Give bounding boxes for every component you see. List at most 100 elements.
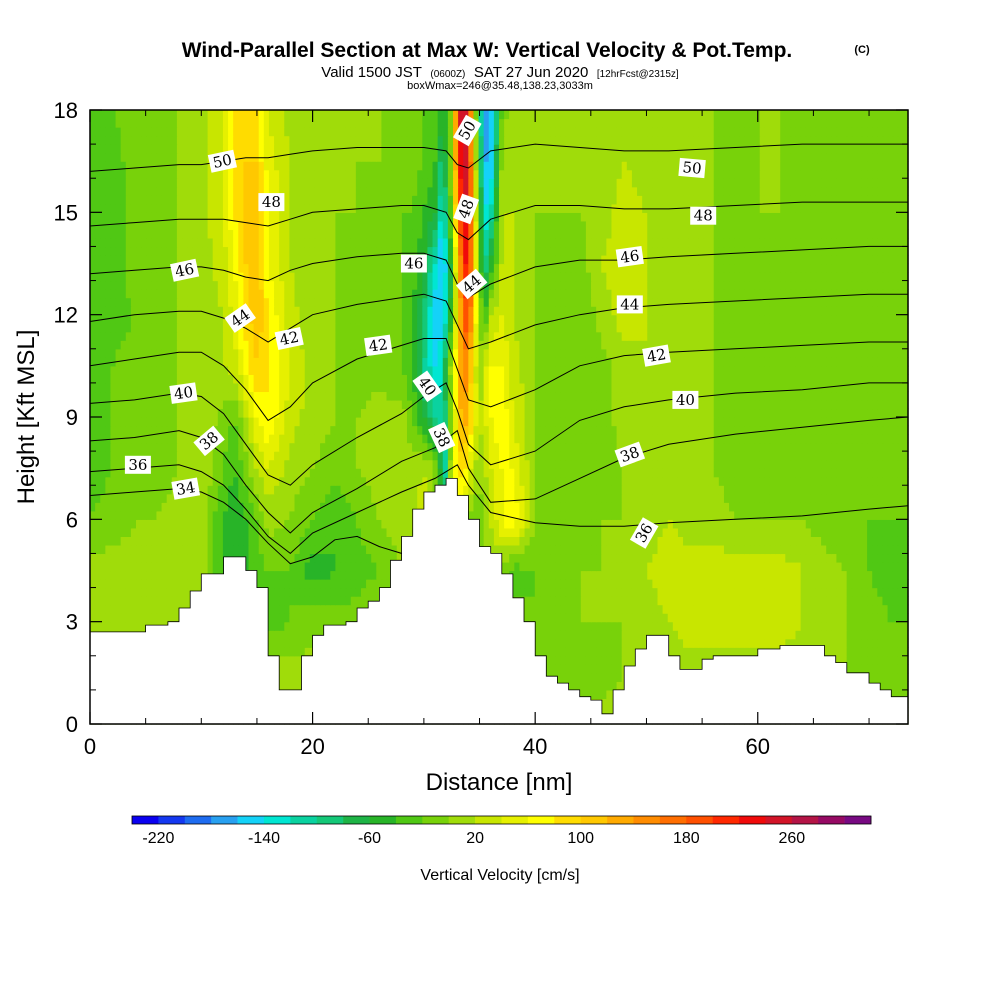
velocity-cell: [406, 527, 413, 537]
velocity-cell: [458, 476, 464, 486]
velocity-cell: [585, 604, 592, 614]
velocity-cell: [867, 647, 873, 657]
velocity-cell: [366, 485, 372, 495]
velocity-cell: [100, 502, 106, 512]
velocity-cell: [677, 468, 684, 478]
velocity-cell: [156, 476, 163, 486]
velocity-cell: [882, 613, 889, 623]
velocity-cell: [192, 570, 198, 580]
velocity-cell: [309, 561, 316, 572]
velocity-cell: [754, 527, 761, 537]
velocity-cell: [856, 536, 863, 546]
velocity-cell: [279, 510, 285, 520]
velocity-cell: [95, 459, 101, 469]
velocity-cell: [902, 672, 909, 682]
velocity-cell: [892, 689, 899, 700]
velocity-cell: [611, 544, 618, 555]
velocity-cell: [897, 570, 904, 580]
velocity-cell: [749, 502, 756, 512]
velocity-cell: [596, 613, 602, 623]
velocity-cell: [754, 553, 761, 563]
velocity-cell: [284, 493, 290, 503]
velocity-cell: [120, 468, 127, 478]
velocity-cell: [810, 587, 817, 597]
velocity-cell: [320, 519, 326, 529]
velocity-cell: [233, 527, 239, 537]
velocity-cell: [882, 553, 889, 563]
velocity-cell: [176, 468, 183, 478]
velocity-cell: [473, 510, 480, 520]
velocity-cell: [861, 468, 868, 478]
velocity-cell: [335, 604, 342, 614]
velocity-cell: [718, 647, 725, 657]
velocity-cell: [299, 604, 306, 614]
velocity-cell: [279, 681, 285, 691]
velocity-cell: [749, 647, 756, 657]
velocity-cell: [105, 570, 112, 580]
velocity-cell: [294, 502, 301, 512]
velocity-cell: [524, 604, 531, 614]
velocity-cell: [775, 502, 781, 512]
velocity-cell: [212, 544, 219, 555]
velocity-cell: [524, 510, 531, 520]
velocity-cell: [677, 493, 684, 503]
velocity-cell: [299, 621, 306, 631]
velocity-cell: [401, 510, 408, 520]
velocity-cell: [851, 647, 858, 657]
velocity-cell: [509, 485, 515, 495]
velocity-cell: [637, 596, 643, 606]
velocity-cell: [872, 579, 878, 589]
velocity-cell: [585, 536, 592, 546]
velocity-cell: [146, 561, 152, 572]
velocity-cell: [95, 493, 101, 503]
velocity-cell: [601, 527, 607, 537]
velocity-cell: [258, 553, 265, 563]
velocity-cell: [631, 570, 638, 580]
velocity-cell: [330, 579, 336, 589]
velocity-cell: [309, 510, 316, 520]
velocity-cell: [872, 630, 878, 640]
velocity-cell: [734, 630, 740, 640]
velocity-cell: [519, 519, 526, 529]
velocity-cell: [284, 553, 290, 563]
velocity-cell: [120, 527, 127, 537]
velocity-cell: [161, 570, 168, 580]
velocity-cell: [345, 544, 352, 555]
velocity-cell: [340, 613, 347, 623]
velocity-cell: [713, 613, 720, 623]
velocity-cell: [376, 485, 383, 495]
velocity-cell: [176, 459, 183, 469]
velocity-cell: [591, 638, 597, 648]
velocity-cell: [662, 630, 669, 640]
velocity-cell: [187, 510, 193, 520]
velocity-cell: [769, 621, 776, 631]
velocity-cell: [529, 587, 536, 597]
velocity-cell: [304, 621, 311, 631]
velocity-cell: [718, 553, 725, 563]
velocity-cell: [110, 596, 117, 606]
velocity-cell: [821, 613, 827, 623]
velocity-cell: [110, 570, 117, 580]
velocity-cell: [136, 519, 142, 529]
velocity-cell: [560, 527, 567, 537]
velocity-cell: [703, 561, 710, 572]
velocity-cell: [601, 561, 607, 572]
velocity-cell: [677, 459, 684, 469]
velocity-cell: [309, 468, 316, 478]
velocity-cell: [243, 459, 250, 469]
velocity-cell: [591, 510, 597, 520]
velocity-cell: [417, 459, 423, 469]
velocity-cell: [345, 468, 352, 478]
velocity-cell: [897, 638, 904, 648]
velocity-cell: [202, 544, 209, 555]
velocity-cell: [585, 553, 592, 563]
velocity-cell: [284, 570, 290, 580]
velocity-cell: [856, 664, 863, 674]
velocity-cell: [892, 561, 899, 572]
velocity-cell: [550, 587, 556, 597]
velocity-cell: [892, 570, 899, 580]
velocity-cell: [606, 596, 613, 606]
velocity-cell: [130, 485, 137, 495]
velocity-cell: [887, 468, 894, 478]
velocity-cell: [677, 596, 684, 606]
